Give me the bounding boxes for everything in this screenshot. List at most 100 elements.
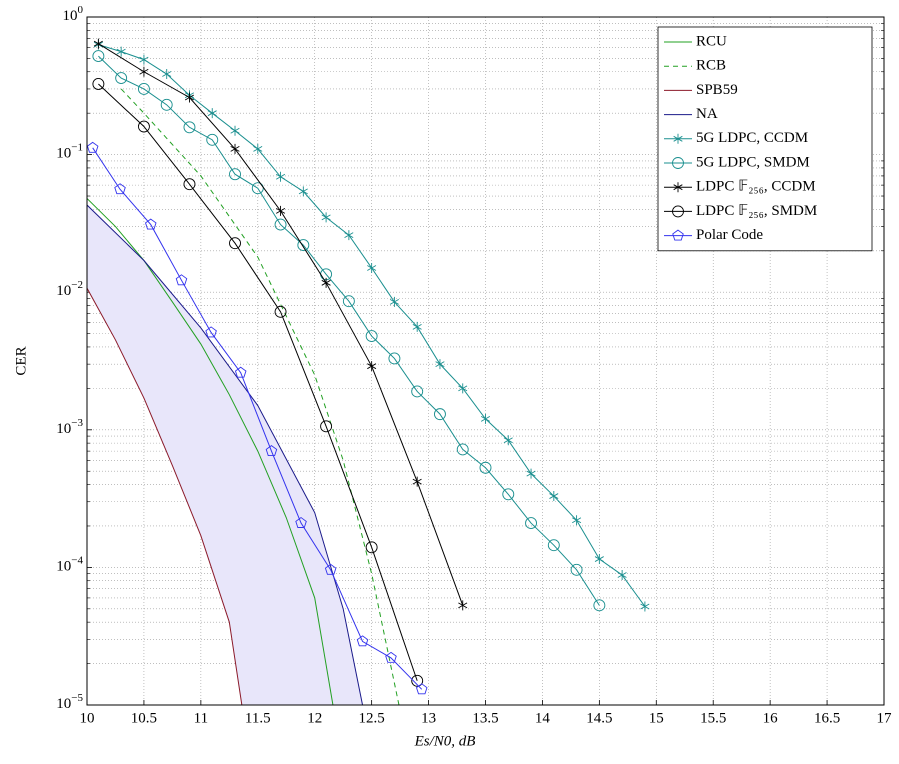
marker bbox=[365, 330, 378, 343]
marker bbox=[547, 539, 560, 552]
marker bbox=[276, 171, 286, 182]
marker bbox=[389, 296, 399, 307]
legend-label: LDPC 𝔽₂₅₆, CCDM bbox=[696, 179, 816, 195]
legend-label: LDPC 𝔽₂₅₆, SMDM bbox=[696, 203, 817, 219]
marker bbox=[295, 517, 307, 528]
x-axis-label: Es/N0, dB bbox=[414, 733, 476, 749]
marker bbox=[456, 443, 469, 456]
marker bbox=[572, 515, 582, 526]
plot-frame bbox=[86, 16, 885, 706]
y-axis-label: CER bbox=[13, 346, 29, 375]
marker bbox=[87, 141, 99, 153]
marker bbox=[594, 554, 604, 565]
x-tick-label: 14.5 bbox=[586, 710, 612, 726]
marker bbox=[114, 183, 126, 195]
x-tick-label: 13.5 bbox=[472, 710, 498, 726]
marker bbox=[365, 541, 378, 554]
marker bbox=[673, 182, 683, 193]
marker bbox=[184, 92, 195, 103]
marker bbox=[385, 651, 397, 663]
marker bbox=[137, 82, 150, 95]
marker bbox=[162, 69, 172, 80]
legend-label: NA bbox=[696, 106, 718, 122]
marker bbox=[388, 352, 401, 365]
x-tick-label: 15 bbox=[649, 710, 664, 726]
marker bbox=[298, 186, 308, 197]
marker bbox=[672, 157, 684, 169]
series-line bbox=[98, 55, 600, 606]
y-tick-label: 100 bbox=[63, 4, 84, 25]
x-tick-label: 12.5 bbox=[359, 710, 385, 726]
marker bbox=[207, 108, 217, 119]
x-tick-label: 11.5 bbox=[245, 710, 271, 726]
legend-label: RCB bbox=[696, 58, 726, 74]
x-tick-label: 13 bbox=[421, 710, 436, 726]
marker bbox=[253, 143, 263, 154]
marker bbox=[411, 674, 424, 687]
marker bbox=[183, 178, 196, 191]
legend-label: 5G LDPC, SMDM bbox=[696, 154, 810, 170]
series-line bbox=[87, 287, 243, 705]
marker bbox=[640, 601, 650, 612]
series-line bbox=[92, 147, 423, 690]
y-tick-label: 10−4 bbox=[56, 554, 83, 575]
marker bbox=[265, 445, 278, 457]
marker bbox=[229, 168, 241, 181]
marker bbox=[297, 239, 310, 252]
x-tick-label: 14 bbox=[535, 710, 551, 726]
marker bbox=[93, 38, 103, 49]
marker bbox=[175, 274, 188, 286]
marker bbox=[276, 205, 286, 216]
marker bbox=[525, 517, 537, 530]
series-line bbox=[120, 88, 400, 705]
marker bbox=[139, 66, 149, 77]
y-tick-label: 10−1 bbox=[56, 141, 83, 162]
marker bbox=[92, 50, 105, 63]
marker bbox=[367, 262, 377, 273]
marker bbox=[435, 359, 445, 370]
shaded-region bbox=[87, 205, 363, 705]
marker bbox=[183, 121, 196, 134]
marker bbox=[570, 563, 583, 576]
legend-label: 5G LDPC, CCDM bbox=[696, 130, 808, 146]
marker bbox=[342, 295, 355, 308]
y-tick-label: 10−5 bbox=[56, 692, 83, 713]
legend-label: RCU bbox=[696, 33, 727, 49]
marker bbox=[92, 78, 105, 90]
marker bbox=[617, 570, 627, 581]
x-tick-label: 11 bbox=[194, 710, 208, 726]
x-tick-label: 10.5 bbox=[131, 710, 157, 726]
series-line bbox=[98, 83, 418, 681]
marker bbox=[137, 120, 150, 133]
marker bbox=[672, 229, 684, 241]
marker bbox=[274, 218, 287, 231]
x-tick-label: 10 bbox=[80, 710, 95, 726]
marker bbox=[321, 212, 331, 223]
x-tick-label: 16 bbox=[763, 710, 779, 726]
marker bbox=[139, 54, 149, 65]
marker bbox=[673, 133, 683, 144]
marker bbox=[502, 488, 515, 501]
marker bbox=[321, 277, 331, 288]
marker bbox=[593, 599, 606, 612]
marker bbox=[526, 468, 536, 479]
marker bbox=[458, 600, 468, 611]
marker bbox=[324, 563, 337, 575]
y-tick-label: 10−2 bbox=[56, 279, 83, 300]
marker bbox=[549, 491, 559, 502]
marker bbox=[412, 476, 422, 487]
marker bbox=[230, 125, 240, 136]
x-tick-label: 12 bbox=[307, 710, 322, 726]
series-line bbox=[87, 198, 334, 705]
legend-label: SPB59 bbox=[696, 82, 738, 98]
marker bbox=[503, 435, 513, 446]
marker bbox=[434, 408, 446, 421]
marker bbox=[411, 385, 424, 398]
x-tick-label: 15.5 bbox=[700, 710, 726, 726]
marker bbox=[145, 218, 157, 230]
legend-box bbox=[657, 26, 873, 252]
legend-label: Polar Code bbox=[696, 227, 763, 243]
marker bbox=[415, 683, 428, 695]
x-tick-label: 16.5 bbox=[814, 710, 840, 726]
